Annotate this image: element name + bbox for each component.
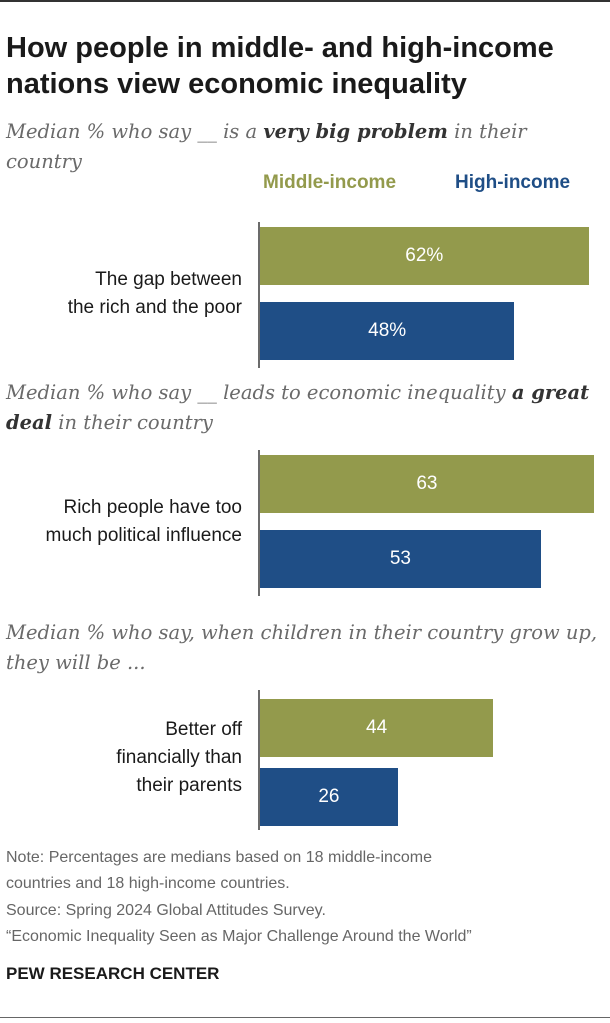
report-title-line: “Economic Inequality Seen as Major Chall… [6, 928, 472, 945]
source-line: Source: Spring 2024 Global Attitudes Sur… [6, 902, 326, 919]
panel-3-middle-income-bar [260, 699, 494, 757]
panel-3-middle-income-value: 44 [366, 717, 388, 738]
note-line-2: countries and 18 high-income countries. [6, 875, 290, 892]
panel-1-axis [258, 222, 260, 368]
note-line-1: Note: Percentages are medians based on 1… [6, 849, 433, 866]
panel-2-axis [258, 450, 260, 596]
panel-1-high-income-value: 48% [368, 320, 407, 341]
panel-3-label-line-1: Better off [165, 719, 242, 740]
panel-2-subtitle: Median % who say __ leads to economic in… [6, 378, 606, 438]
panel-1-subtitle: Median % who say __ is a very big proble… [6, 117, 606, 177]
panel-2-high-income-value: 53 [389, 548, 412, 569]
panel-1-high-income-bar [260, 302, 515, 360]
panel-3-high-income-bar [260, 768, 398, 826]
panel-2-subtitle-bold: a great deal [6, 381, 590, 434]
panel-1-middle-income-bar [260, 227, 589, 285]
panel-3-label-line-3: their parents [136, 775, 242, 796]
panel-1-label-line-2: the rich and the poor [67, 297, 242, 318]
panel-3-axis [258, 690, 260, 830]
panel-3-subtitle-pre: Median % who say, when children in their… [6, 621, 598, 674]
panel-1-label-line-1: The gap between [95, 269, 242, 290]
panel-2-category-label: Rich people have too much political infl… [46, 494, 242, 550]
chart-title: How people in middle- and high-income na… [6, 30, 606, 102]
panel-1-category-label: The gap between the rich and the poor [68, 266, 242, 322]
panel-1-subtitle-post: in their country [6, 120, 527, 173]
panel-2-middle-income-value: 63 [416, 473, 438, 494]
panel-1-subtitle-bold: very big problem [263, 120, 448, 143]
panel-3-high-income-value: 26 [318, 786, 340, 807]
legend-middle-income: Middle-income [263, 172, 397, 193]
title-line-2: nations view economic inequality [6, 68, 467, 100]
panel-1-middle-income-value: 62% [405, 245, 444, 266]
panel-2-subtitle-post: in their country [52, 411, 213, 434]
panel-3-label-line-2: financially than [116, 747, 242, 768]
top-rule [0, 0, 610, 2]
panel-2-subtitle-pre: Median % who say __ leads to economic in… [6, 381, 512, 404]
panel-2-high-income-bar [260, 530, 541, 588]
title-line-1: How people in middle- and high-income [6, 32, 554, 64]
panel-3-subtitle: Median % who say, when children in their… [6, 618, 606, 678]
bottom-rule [0, 1017, 610, 1018]
panel-1-subtitle-pre: Median % who say __ is a [6, 120, 264, 143]
panel-2-middle-income-bar [260, 455, 594, 513]
panel-2-label-line-1: Rich people have too [63, 497, 242, 518]
pew-research-center-logo-text: PEW RESEARCH CENTER [6, 964, 220, 983]
legend-high-income: High-income [455, 172, 571, 193]
panel-2-label-line-2: much political influence [45, 525, 242, 546]
panel-3-category-label: Better off financially than their parent… [116, 716, 242, 800]
